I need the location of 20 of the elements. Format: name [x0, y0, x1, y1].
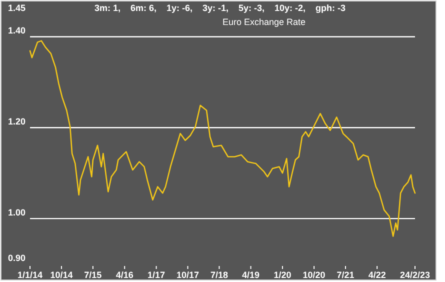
chart-subtitle: 3m: 1, 6m: 6, 1y: -6, 3y: -1, 5y: -3, 10y: -2, gph: -3	[94, 3, 346, 13]
x-tick-label: 1/1/14	[17, 270, 43, 280]
x-tick-label: 4/19	[242, 270, 260, 280]
x-tick-label: 1/17	[148, 270, 166, 280]
x-tick-label: 10/17	[176, 270, 200, 280]
y-tick-label: 1.45	[8, 3, 26, 13]
chart-title: Euro Exchange Rate	[222, 17, 306, 27]
x-tick-label: 7/18	[210, 270, 228, 280]
y-tick-label: 1.20	[8, 116, 26, 127]
y-tick-label: 1.40	[8, 26, 26, 36]
y-tick-label: 0.90	[8, 253, 26, 263]
y-tick-label: 1.00	[8, 208, 26, 218]
x-tick-label: 4/22	[368, 270, 386, 280]
x-tick-label: 4/16	[116, 270, 134, 280]
x-tick-label: 7/21	[336, 270, 354, 280]
x-tick-label: 10/20	[302, 270, 326, 280]
x-tick-label: 7/15	[84, 270, 102, 280]
x-tick-label: 24/2/23	[400, 270, 430, 280]
x-tick-label: 10/14	[50, 270, 73, 280]
x-tick-label: 1/20	[274, 270, 292, 280]
